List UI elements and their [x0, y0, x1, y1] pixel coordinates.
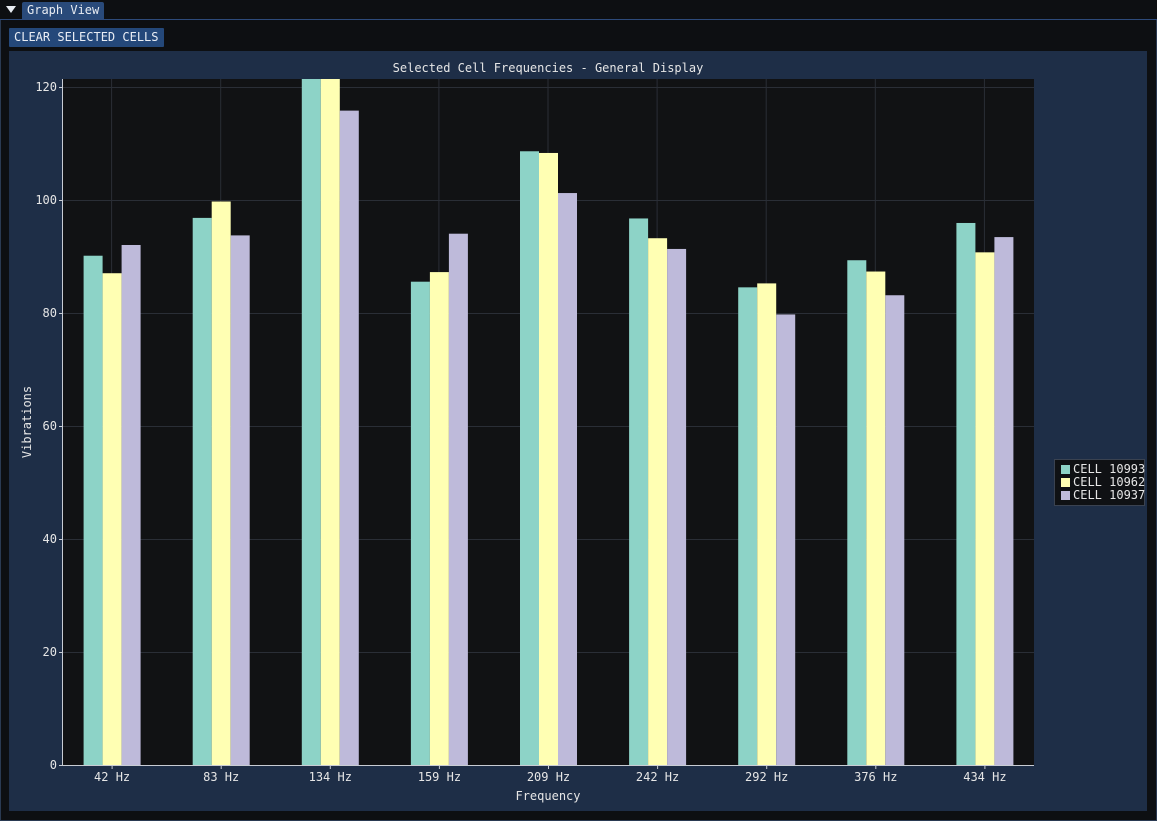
bar: [410, 281, 430, 765]
collapse-triangle-icon[interactable]: [4, 3, 18, 17]
legend-label: CELL 10937: [1073, 488, 1146, 502]
bar: [211, 201, 231, 766]
x-tick-label: 292 Hz: [745, 770, 788, 784]
bar: [520, 151, 539, 765]
bar: [558, 193, 577, 765]
bar: [539, 152, 558, 766]
legend-swatch: [1061, 465, 1070, 474]
legend-swatch: [1061, 478, 1070, 487]
legend-item[interactable]: CELL 10962: [1061, 475, 1146, 489]
chart-title: Selected Cell Frequencies - General Disp…: [393, 61, 704, 75]
bar: [83, 255, 103, 765]
title-bar: Graph View: [0, 0, 1157, 20]
x-tick-label: 434 Hz: [963, 770, 1006, 784]
legend-swatch: [1061, 491, 1070, 500]
bar-chart: 0 20 40 60 80 100 120 42 Hz 83 Hz 134 Hz 159 Hz 209…: [20, 61, 1034, 803]
bar: [429, 272, 449, 765]
legend-label: CELL 10993: [1073, 462, 1146, 476]
x-tick-label: 42 Hz: [94, 770, 130, 784]
x-axis-label: Frequency: [515, 789, 580, 803]
bar: [102, 273, 122, 765]
bar: [757, 283, 777, 765]
x-tick-label: 159 Hz: [418, 770, 461, 784]
bar: [738, 287, 758, 765]
x-tick-label: 134 Hz: [309, 770, 352, 784]
x-tick-label: 83 Hz: [203, 770, 239, 784]
y-tick-label: 100: [35, 193, 57, 207]
bar: [339, 110, 359, 765]
legend-label: CELL 10962: [1073, 475, 1146, 489]
bar: [121, 244, 141, 765]
x-tick-label: 209 Hz: [527, 770, 570, 784]
bar: [994, 237, 1014, 766]
bar: [847, 260, 867, 765]
plot-frame: 0 20 40 60 80 100 120 42 Hz 83 Hz 134 Hz 159 Hz 209…: [9, 51, 1147, 811]
bar: [301, 79, 321, 765]
bar: [956, 222, 976, 765]
x-tick-label: 376 Hz: [854, 770, 897, 784]
bar: [667, 248, 687, 765]
bar: [885, 295, 905, 765]
x-tick-label: 242 Hz: [636, 770, 679, 784]
bar: [230, 235, 250, 765]
y-tick-label: 0: [50, 758, 57, 772]
y-tick-label: 120: [35, 80, 57, 94]
bar: [192, 217, 212, 766]
window-title[interactable]: Graph View: [22, 2, 105, 19]
legend-item[interactable]: CELL 10937: [1061, 488, 1146, 502]
y-tick-label: 20: [43, 645, 57, 659]
bar: [648, 238, 668, 766]
clear-selected-cells-button[interactable]: CLEAR SELECTED CELLS: [9, 28, 164, 47]
y-tick-label: 80: [43, 306, 57, 320]
chart-legend[interactable]: CELL 10993 CELL 10962 CELL 10937: [1054, 459, 1145, 506]
bar: [320, 79, 340, 765]
bar: [448, 233, 468, 765]
bar: [866, 271, 886, 765]
legend-item[interactable]: CELL 10993: [1061, 462, 1146, 476]
bar: [776, 314, 796, 765]
y-tick-label: 40: [43, 532, 57, 546]
bar: [629, 218, 649, 765]
bar: [975, 252, 995, 766]
y-tick-label: 60: [43, 419, 57, 433]
y-axis-label: Vibrations: [20, 386, 34, 458]
